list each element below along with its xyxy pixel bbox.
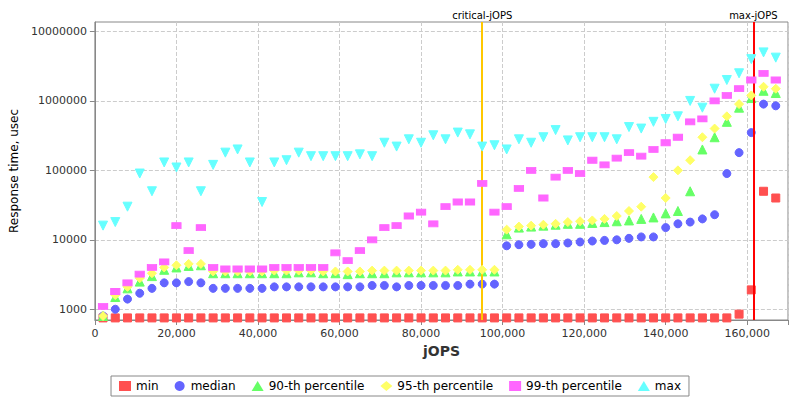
svg-text:60,000: 60,000 xyxy=(320,327,359,340)
svg-text:0: 0 xyxy=(91,327,98,340)
svg-text:jOPS: jOPS xyxy=(422,343,460,359)
svg-text:critical-jOPS: critical-jOPS xyxy=(452,10,512,21)
svg-text:median: median xyxy=(191,379,236,393)
svg-text:90-th percentile: 90-th percentile xyxy=(269,379,365,393)
svg-text:10000: 10000 xyxy=(52,233,87,246)
svg-text:80,000: 80,000 xyxy=(402,327,441,340)
svg-text:max: max xyxy=(655,379,681,393)
svg-text:1000000: 1000000 xyxy=(38,94,87,107)
svg-text:10000000: 10000000 xyxy=(31,25,87,38)
svg-text:max-jOPS: max-jOPS xyxy=(729,10,777,21)
svg-text:140,000: 140,000 xyxy=(643,327,689,340)
svg-text:1000: 1000 xyxy=(59,303,87,316)
svg-text:100,000: 100,000 xyxy=(480,327,525,340)
svg-text:Response time, usec: Response time, usec xyxy=(7,109,21,233)
svg-text:120,000: 120,000 xyxy=(561,327,607,340)
svg-text:20,000: 20,000 xyxy=(157,327,196,340)
svg-text:99-th percentile: 99-th percentile xyxy=(526,379,622,393)
svg-text:95-th percentile: 95-th percentile xyxy=(397,379,493,393)
svg-text:min: min xyxy=(136,379,159,393)
svg-text:40,000: 40,000 xyxy=(239,327,278,340)
svg-text:100000: 100000 xyxy=(45,164,87,177)
svg-text:160,000: 160,000 xyxy=(724,327,770,340)
